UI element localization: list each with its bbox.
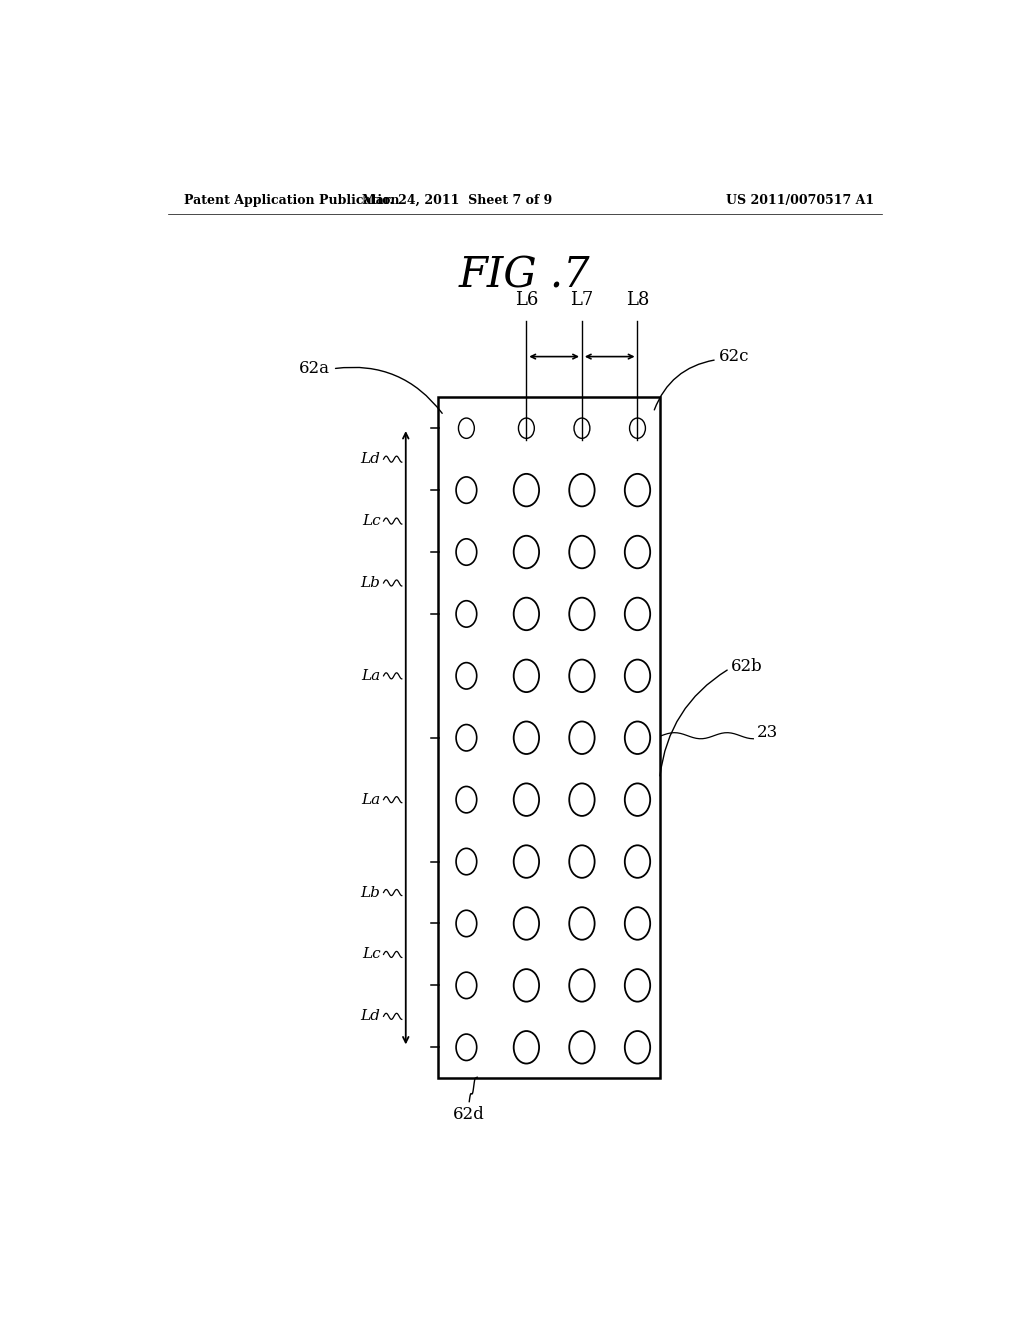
Circle shape [456,849,477,875]
Circle shape [625,474,650,507]
Circle shape [625,845,650,878]
Circle shape [456,1034,477,1060]
Circle shape [514,845,539,878]
Text: 62c: 62c [719,348,750,366]
Text: Ld: Ld [360,1010,380,1023]
Circle shape [625,536,650,569]
Circle shape [456,972,477,999]
Circle shape [514,907,539,940]
Circle shape [456,601,477,627]
Circle shape [456,911,477,937]
Circle shape [514,598,539,630]
Circle shape [456,477,477,503]
Circle shape [514,783,539,816]
Circle shape [514,722,539,754]
Text: L7: L7 [570,290,594,309]
Text: Lc: Lc [361,948,380,961]
Circle shape [625,783,650,816]
Circle shape [569,536,595,569]
Text: US 2011/0070517 A1: US 2011/0070517 A1 [726,194,873,206]
Text: 62a: 62a [299,360,331,378]
Circle shape [574,418,590,438]
Circle shape [456,725,477,751]
Circle shape [625,660,650,692]
Circle shape [456,663,477,689]
Text: Ld: Ld [360,453,380,466]
Circle shape [459,418,474,438]
Circle shape [569,1031,595,1064]
Circle shape [625,1031,650,1064]
Text: L8: L8 [626,290,649,309]
Text: 23: 23 [757,725,778,741]
Text: Lb: Lb [360,886,380,899]
Circle shape [569,845,595,878]
Circle shape [569,660,595,692]
Text: FIG .7: FIG .7 [459,255,591,296]
Text: Lc: Lc [361,513,380,528]
Circle shape [569,969,595,1002]
Text: Mar. 24, 2011  Sheet 7 of 9: Mar. 24, 2011 Sheet 7 of 9 [362,194,553,206]
Circle shape [514,1031,539,1064]
Circle shape [514,660,539,692]
Circle shape [625,598,650,630]
Circle shape [569,598,595,630]
Circle shape [514,536,539,569]
Circle shape [625,722,650,754]
Circle shape [514,474,539,507]
Circle shape [630,418,645,438]
Circle shape [518,418,535,438]
Text: 62b: 62b [731,659,763,675]
Circle shape [569,474,595,507]
Text: La: La [361,669,380,682]
Circle shape [456,539,477,565]
Circle shape [456,787,477,813]
Text: La: La [361,792,380,807]
Text: 62d: 62d [454,1106,485,1123]
Bar [437,397,659,1078]
Circle shape [569,907,595,940]
Text: Patent Application Publication: Patent Application Publication [183,194,399,206]
Circle shape [569,722,595,754]
Circle shape [625,969,650,1002]
Circle shape [625,907,650,940]
Text: Lb: Lb [360,576,380,590]
Text: L6: L6 [515,290,538,309]
Circle shape [514,969,539,1002]
Circle shape [569,783,595,816]
